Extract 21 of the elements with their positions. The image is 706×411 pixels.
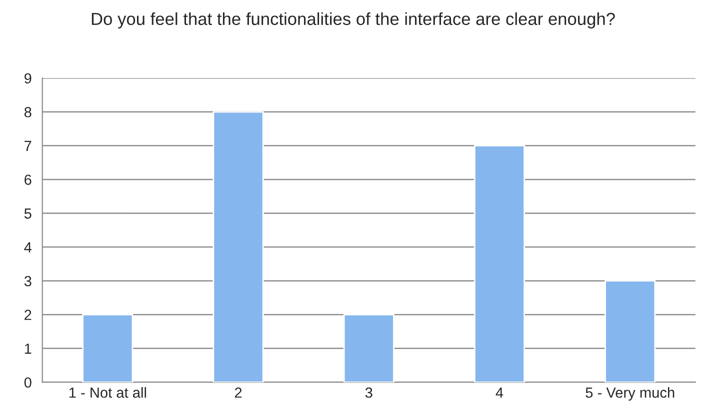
bar — [604, 280, 656, 382]
x-tick-label: 4 — [496, 388, 504, 398]
y-tick-label: 8 — [24, 106, 32, 118]
x-tick-label: 2 — [234, 387, 242, 398]
chart-title: Do you feel that the functionalities of the interface are clear enough? — [92, 12, 615, 29]
y-tick-label: 4 — [24, 242, 32, 252]
x-tick-label: 5 - Very much — [586, 387, 674, 401]
x-tick-label: 3 — [365, 387, 372, 398]
bar — [474, 144, 526, 382]
y-tick-label: 5 — [24, 208, 32, 219]
y-tick-label: 9 — [24, 73, 32, 84]
x-tick-label: 1 - Not at all — [69, 387, 146, 398]
y-tick-label: 2 — [24, 310, 32, 320]
bar — [343, 314, 394, 382]
y-tick-label: 1 — [24, 344, 32, 354]
y-tick-label: 0 — [24, 377, 32, 388]
y-tick-label: 3 — [24, 276, 32, 286]
y-tick-label: 6 — [24, 174, 32, 185]
bar — [82, 314, 134, 382]
y-tick-label: 7 — [24, 140, 32, 151]
bar — [212, 111, 264, 382]
